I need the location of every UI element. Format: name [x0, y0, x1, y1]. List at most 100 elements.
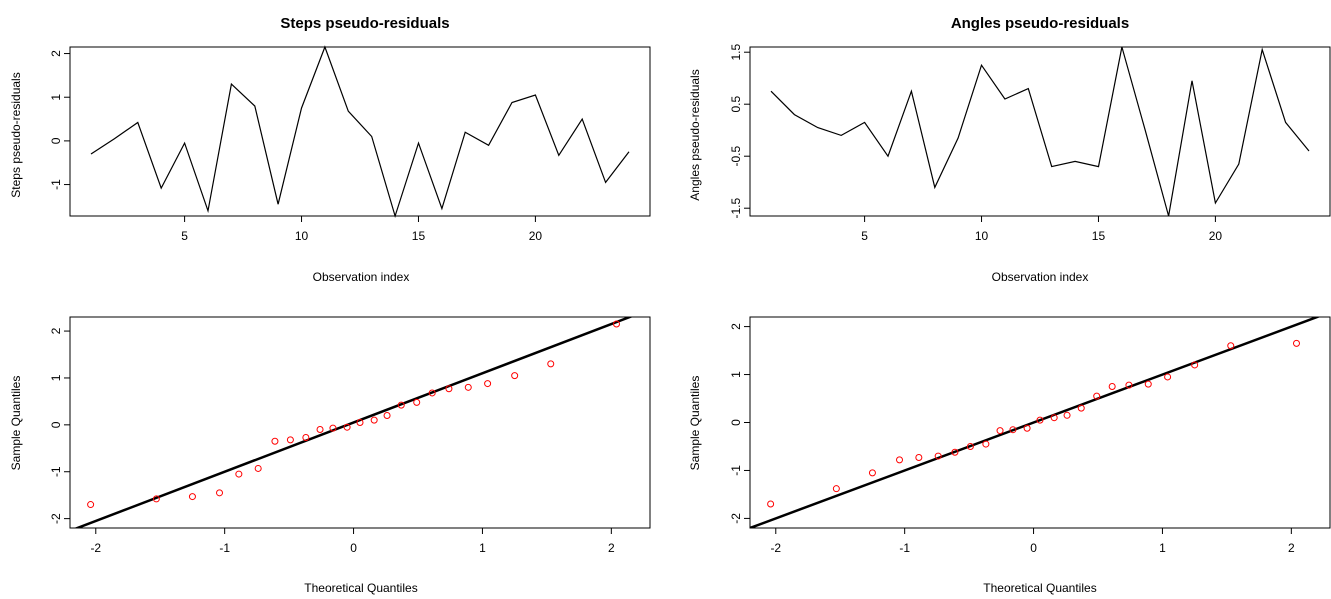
qq-point [397, 401, 405, 409]
qq-point [1063, 411, 1071, 419]
angles-qq-x-axis-label: Theoretical Quantiles [983, 581, 1096, 595]
qq-point [1050, 414, 1058, 422]
angles-qq-y-axis-label: Sample Quantiles [688, 376, 702, 471]
qq-point [370, 416, 378, 424]
x-tick-label: -2 [90, 541, 101, 555]
steps-chart-title: Steps pseudo-residuals [280, 15, 449, 32]
qq-point [1144, 380, 1152, 388]
qq-point [484, 380, 492, 388]
qq-point [868, 469, 876, 477]
qq-point [1093, 392, 1101, 400]
y-axis: -2 -1 0 1 2 [729, 323, 750, 524]
qq-point [152, 495, 160, 503]
qq-point [356, 419, 364, 426]
qq-point [329, 424, 337, 432]
x-tick-label: 20 [1209, 229, 1223, 243]
qq-point [966, 442, 974, 450]
steps-qq-panel: Theoretical Quantiles Sample Quantiles -… [9, 316, 651, 595]
y-tick-label: 0 [729, 419, 743, 426]
y-tick-label: -1 [729, 465, 743, 476]
qq-point [1077, 404, 1085, 412]
steps-y-axis-label: Steps pseudo-residuals [9, 72, 23, 197]
y-tick-label: 0 [49, 421, 63, 428]
y-axis: -1.5 -0.5 0.5 1.5 [729, 44, 750, 219]
qq-point [511, 372, 519, 380]
x-tick-label: 5 [181, 229, 188, 243]
y-tick-label: 2 [729, 323, 743, 330]
qq-point [445, 385, 453, 393]
residual-series-line [90, 45, 630, 219]
residual-series-line [770, 46, 1310, 217]
y-tick-label: -2 [729, 513, 743, 524]
x-axis: -2 -1 0 1 2 [90, 528, 615, 555]
qq-point [832, 485, 840, 493]
angles-chart-title: Angles pseudo-residuals [951, 15, 1129, 32]
plot-frame [69, 46, 651, 217]
y-tick-label: 2 [49, 327, 63, 334]
y-tick-label: -1 [49, 466, 63, 477]
qq-point [915, 454, 923, 462]
x-tick-label: -2 [770, 541, 781, 555]
y-axis: -2 -1 0 1 2 [49, 327, 70, 524]
qq-point [547, 360, 555, 368]
qq-point [316, 426, 324, 434]
qq-point [87, 501, 95, 509]
x-tick-label: 1 [1159, 541, 1166, 555]
qq-reference-line [750, 317, 1321, 528]
x-tick-label: 5 [861, 229, 868, 243]
qq-point [343, 423, 351, 431]
qq-point [464, 383, 472, 391]
angles-y-axis-label: Angles pseudo-residuals [688, 69, 702, 200]
qq-point [1108, 383, 1116, 391]
x-tick-label: 15 [412, 229, 426, 243]
x-tick-label: 2 [608, 541, 615, 555]
qq-point [254, 464, 262, 472]
qq-point [235, 470, 243, 478]
qq-point [934, 452, 942, 460]
qq-point [1191, 361, 1199, 369]
angles-qq-panel: Theoretical Quantiles Sample Quantiles -… [688, 316, 1331, 595]
y-tick-label: -0.5 [729, 146, 743, 167]
y-tick-label: 1 [49, 94, 63, 101]
qq-point [896, 456, 904, 464]
qq-reference-line [73, 317, 634, 528]
steps-residuals-panel: Steps pseudo-residuals Observation index… [9, 15, 651, 284]
qq-point [188, 493, 196, 501]
qq-point [982, 440, 990, 448]
qq-point [1023, 424, 1031, 432]
qq-point [767, 500, 775, 508]
y-tick-label: 1.5 [729, 44, 743, 61]
qq-point [1164, 373, 1172, 381]
qq-point [271, 437, 279, 445]
y-tick-label: 1 [49, 374, 63, 381]
qq-point [1009, 426, 1017, 434]
qq-point [951, 448, 959, 456]
x-tick-label: 10 [975, 229, 989, 243]
steps-x-axis-label: Observation index [313, 270, 410, 284]
qq-point [216, 489, 224, 497]
x-tick-label: 0 [350, 541, 357, 555]
x-tick-label: 2 [1288, 541, 1295, 555]
x-axis: -2 -1 0 1 2 [770, 528, 1295, 555]
x-tick-label: -1 [219, 541, 230, 555]
x-tick-label: 10 [295, 229, 309, 243]
qq-point [1036, 416, 1044, 424]
x-tick-label: 1 [479, 541, 486, 555]
y-tick-label: -1 [49, 179, 63, 190]
qq-point [286, 436, 294, 444]
y-tick-label: 0 [49, 137, 63, 144]
qq-point [996, 427, 1004, 435]
y-tick-label: 2 [49, 50, 63, 57]
y-tick-label: -1.5 [729, 198, 743, 219]
qq-point [302, 434, 310, 442]
x-tick-label: 15 [1092, 229, 1106, 243]
x-tick-label: 20 [529, 229, 543, 243]
qq-point [1227, 342, 1235, 350]
y-axis: -1 0 1 2 [49, 50, 70, 190]
qq-point [413, 398, 421, 406]
qq-point [1292, 339, 1300, 347]
steps-qq-x-axis-label: Theoretical Quantiles [304, 581, 417, 595]
angles-x-axis-label: Observation index [992, 270, 1089, 284]
plot-frame [749, 46, 1331, 217]
